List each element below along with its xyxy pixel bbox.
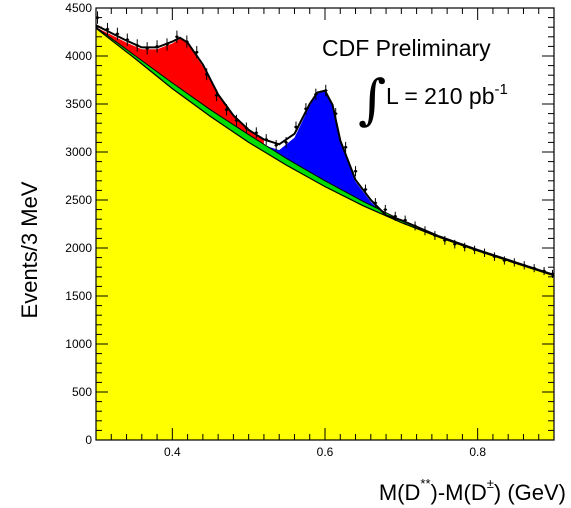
data-point [224,104,229,116]
data-point [165,38,169,51]
x-label-part-lead: M(D [379,480,421,505]
data-point [333,108,338,120]
data-point [284,137,288,148]
fit-curve [96,24,554,276]
y-tick-label: 2000 [65,241,92,255]
annotation-luminosity: L = 210 pb-1 [386,81,508,109]
plot-area [96,11,554,440]
data-point [393,211,398,221]
data-point [373,198,378,208]
data-point [343,141,348,153]
data-point [482,248,487,258]
background-area [96,28,554,440]
data-point [433,231,437,240]
data-point [274,140,278,151]
annotation-cdf-preliminary: CDF Preliminary [322,35,491,61]
data-point [155,40,159,53]
x-label-part-mid: )-M(D [431,480,487,505]
data-point [512,258,517,267]
data-point [472,245,477,255]
data-point [194,46,199,59]
data-point [264,134,269,145]
data-point [462,242,467,252]
data-point [532,264,536,273]
data-point [314,88,318,101]
data-point [254,127,259,139]
data-point [304,103,308,115]
data-point [403,215,407,225]
data-point [363,184,368,195]
red-peak-area [96,27,264,145]
data-point [492,252,497,261]
data-point [353,166,358,177]
y-tick-label: 1000 [65,337,92,351]
y-tick-label: 500 [72,385,92,399]
data-point [115,27,120,41]
x-label-part-tail: ) (GeV) [494,480,566,505]
data-point [452,239,457,249]
data-point [413,221,417,231]
data-point [522,261,527,270]
x-axis-label: M(D**)-M(D±) (GeV) [379,476,566,505]
x-tick-label: 0.6 [317,445,334,459]
data-point [214,89,219,102]
data-point [185,35,189,48]
data-point [323,84,328,97]
data-point [145,42,149,55]
y-tick-label: 0 [85,433,92,447]
data-point [125,33,130,46]
data-point [443,235,447,245]
y-axis-label: Events/3 MeV [17,181,42,318]
y-tick-label: 3000 [65,145,92,159]
y-tick-label: 1500 [65,289,92,303]
x-tick-label: 0.4 [164,445,181,459]
data-point [542,267,546,276]
blue-peak-area [248,91,402,221]
y-tick-label: 4000 [65,49,92,63]
luminosity-exponent: -1 [495,81,508,98]
data-point [502,256,507,265]
data-point [234,114,239,126]
luminosity-value: L = 210 pb [386,83,495,109]
x-label-sup-dstarstar: ** [420,476,430,491]
x-label-sup-pm: ± [487,476,494,491]
data-point [294,121,298,133]
data-point [244,122,249,134]
data-point [383,204,388,215]
data-point [105,22,110,36]
annotation-integral-sign: ∫ [358,68,386,131]
data-point [423,226,427,236]
y-tick-label: 3500 [65,97,92,111]
data-point [175,30,179,44]
axes: 0 500 1000 1500 2000 2500 3000 3500 4000 4500 0.4 0… [65,1,555,459]
data-point [135,39,140,52]
x-tick-label: 0.8 [469,445,486,459]
y-tick-label: 4500 [65,1,92,15]
data-point [204,68,209,81]
y-tick-label: 2500 [65,193,92,207]
plot-contents [96,11,554,440]
